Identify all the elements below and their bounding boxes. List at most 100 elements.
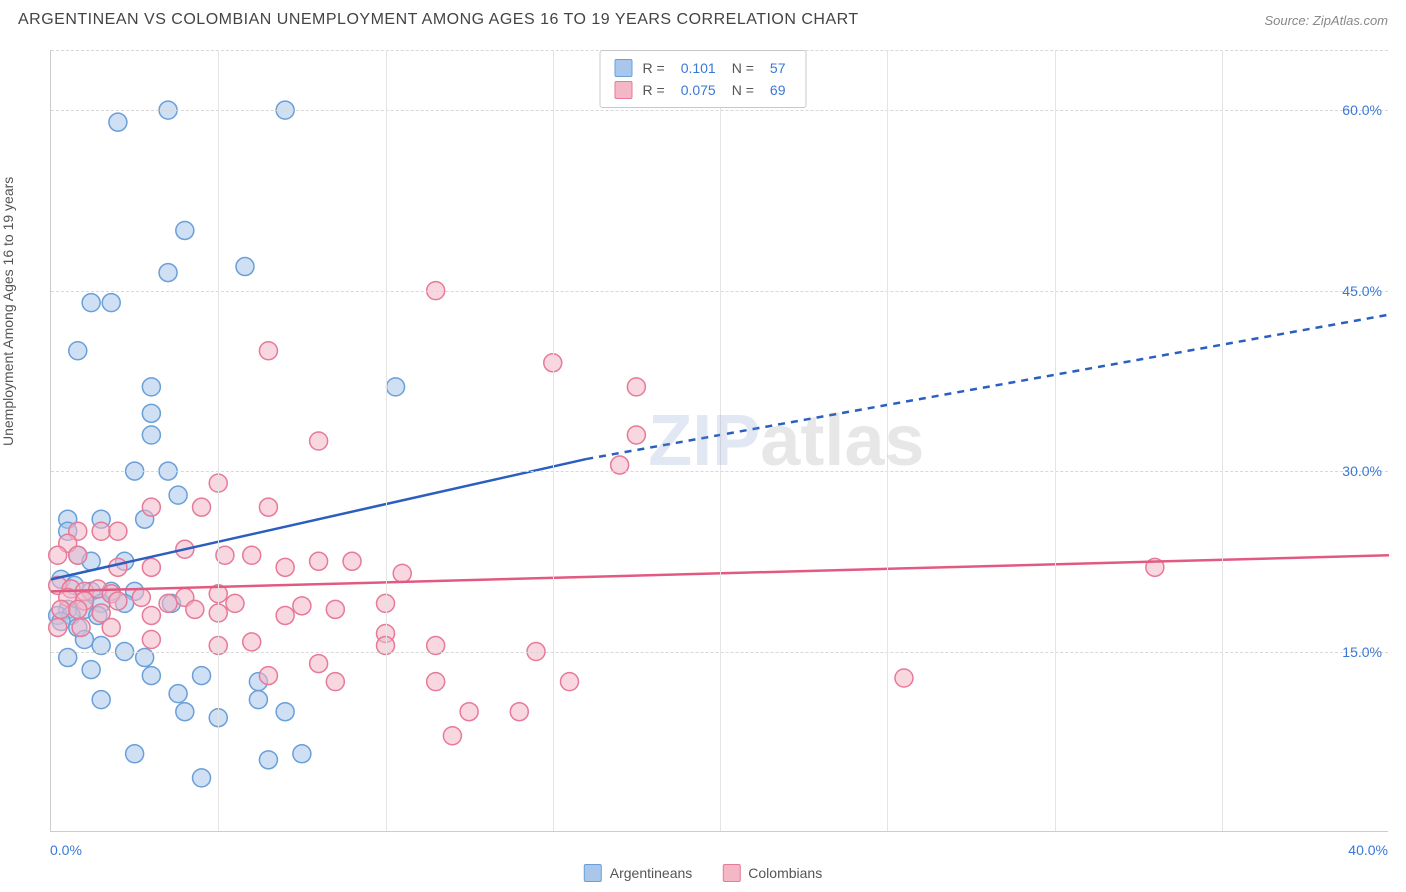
scatter-point [132, 588, 150, 606]
x-axis-origin-label: 0.0% [50, 842, 82, 858]
trend-line-dash [586, 315, 1389, 459]
scatter-point [276, 558, 294, 576]
scatter-point [560, 673, 578, 691]
scatter-point [169, 486, 187, 504]
scatter-point [243, 633, 261, 651]
scatter-point [142, 498, 160, 516]
y-axis-label: Unemployment Among Ages 16 to 19 years [0, 177, 16, 446]
grid-v [1055, 50, 1056, 831]
scatter-point [293, 597, 311, 615]
plot-area: ZIPatlas [50, 50, 1388, 832]
scatter-point [293, 745, 311, 763]
legend-item: Argentineans [584, 864, 693, 882]
scatter-point [159, 594, 177, 612]
scatter-point [69, 600, 87, 618]
scatter-point [276, 703, 294, 721]
scatter-point [72, 618, 90, 636]
legend-swatch [584, 864, 602, 882]
scatter-point [142, 631, 160, 649]
scatter-point [142, 404, 160, 422]
scatter-point [159, 264, 177, 282]
scatter-point [92, 522, 110, 540]
scatter-point [460, 703, 478, 721]
scatter-point [109, 113, 127, 131]
scatter-point [343, 552, 361, 570]
grid-v [553, 50, 554, 831]
grid-v [887, 50, 888, 831]
scatter-point [510, 703, 528, 721]
scatter-point [310, 432, 328, 450]
chart-title: ARGENTINEAN VS COLOMBIAN UNEMPLOYMENT AM… [18, 11, 859, 29]
grid-v [386, 50, 387, 831]
scatter-point [142, 558, 160, 576]
scatter-point [69, 546, 87, 564]
scatter-point [193, 769, 211, 787]
scatter-point [627, 378, 645, 396]
scatter-point [259, 667, 277, 685]
scatter-point [243, 546, 261, 564]
scatter-point [393, 564, 411, 582]
stat-R-label: R = [643, 82, 665, 98]
scatter-point [259, 498, 277, 516]
scatter-point [236, 258, 254, 276]
y-tick-label: 45.0% [1342, 283, 1382, 299]
y-tick-label: 60.0% [1342, 102, 1382, 118]
y-tick-label: 30.0% [1342, 463, 1382, 479]
scatter-point [249, 691, 267, 709]
scatter-point [126, 745, 144, 763]
scatter-point [176, 703, 194, 721]
grid-v [720, 50, 721, 831]
x-axis-max-label: 40.0% [1348, 842, 1388, 858]
scatter-point [92, 691, 110, 709]
stat-R-value: 0.101 [681, 60, 716, 76]
scatter-point [109, 592, 127, 610]
legend-item: Colombians [722, 864, 822, 882]
scatter-point [895, 669, 913, 687]
scatter-point [69, 342, 87, 360]
scatter-point [326, 600, 344, 618]
scatter-point [276, 606, 294, 624]
legend: Argentineans Colombians [584, 864, 822, 882]
scatter-point [142, 667, 160, 685]
scatter-point [186, 600, 204, 618]
scatter-point [142, 426, 160, 444]
stat-N-label: N = [732, 60, 754, 76]
scatter-point [443, 727, 461, 745]
scatter-point [102, 294, 120, 312]
legend-swatch [722, 864, 740, 882]
legend-label: Colombians [748, 865, 822, 881]
stat-N-label: N = [732, 82, 754, 98]
scatter-point [169, 685, 187, 703]
scatter-point [259, 342, 277, 360]
grid-v [218, 50, 219, 831]
chart-header: ARGENTINEAN VS COLOMBIAN UNEMPLOYMENT AM… [0, 0, 1406, 40]
scatter-point [52, 600, 70, 618]
scatter-point [259, 751, 277, 769]
scatter-point [310, 655, 328, 673]
scatter-point [176, 221, 194, 239]
scatter-point [109, 522, 127, 540]
scatter-point [49, 618, 67, 636]
scatter-point [627, 426, 645, 444]
legend-label: Argentineans [610, 865, 693, 881]
scatter-point [427, 673, 445, 691]
scatter-point [142, 378, 160, 396]
scatter-point [193, 498, 211, 516]
series-swatch [615, 59, 633, 77]
stats-row: R = 0.101 N = 57 [615, 57, 792, 79]
stat-N-value: 57 [770, 60, 786, 76]
scatter-point [49, 546, 67, 564]
scatter-point [102, 618, 120, 636]
stats-row: R =0.075N =69 [615, 79, 792, 101]
correlation-stats-box: R = 0.101 N = 57 R =0.075N =69 [600, 50, 807, 108]
scatter-point [82, 294, 100, 312]
scatter-point [142, 606, 160, 624]
scatter-point [387, 378, 405, 396]
grid-v [1222, 50, 1223, 831]
scatter-point [82, 661, 100, 679]
series-swatch [615, 81, 633, 99]
scatter-point [109, 558, 127, 576]
scatter-point [310, 552, 328, 570]
stat-R-label: R = [643, 60, 665, 76]
chart-source: Source: ZipAtlas.com [1264, 13, 1388, 28]
